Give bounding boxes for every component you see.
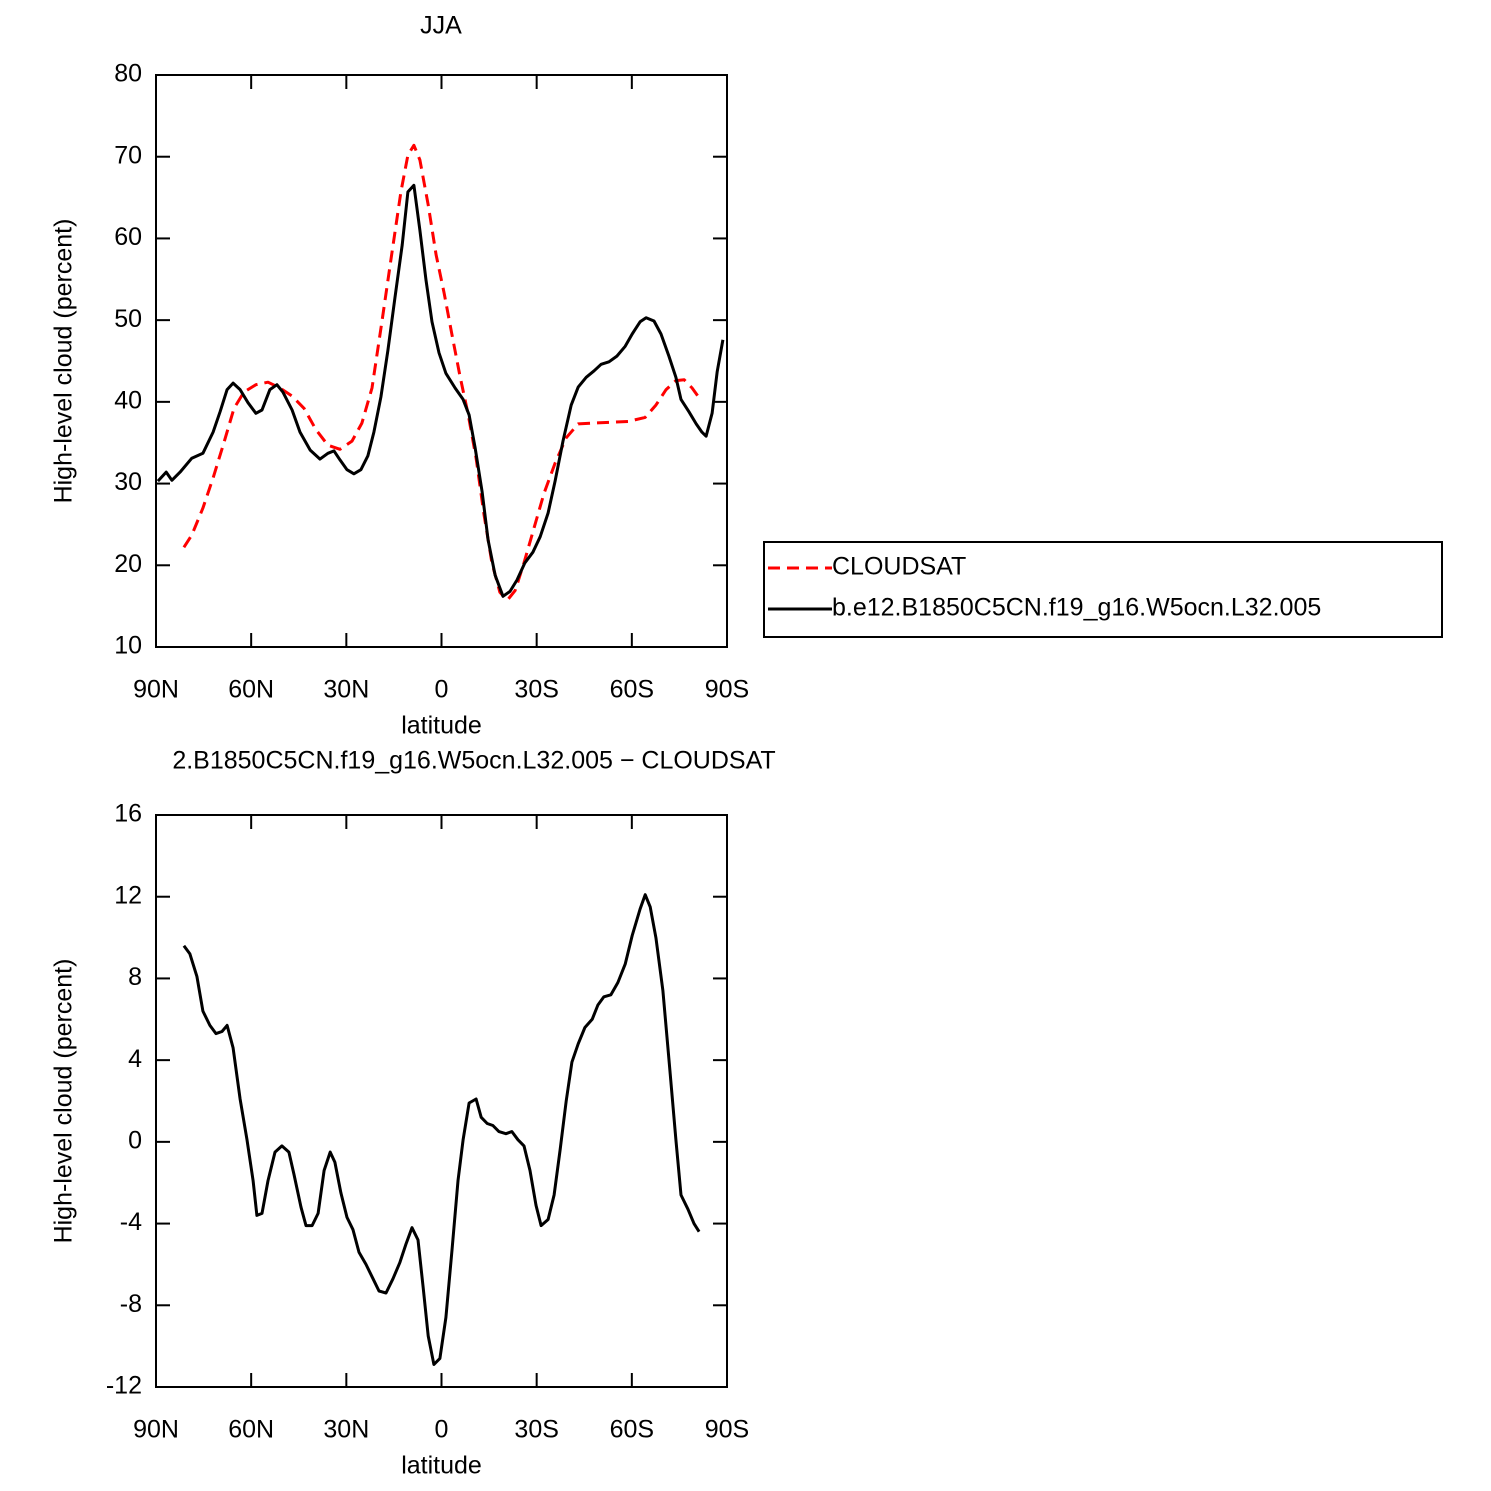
y-tick-label: 10	[114, 632, 142, 660]
y-tick-label: 30	[114, 468, 142, 496]
legend-box	[763, 541, 1443, 638]
data-line	[182, 893, 701, 1366]
x-tick-label: 60N	[228, 676, 274, 704]
x-axis-label: latitude	[401, 712, 482, 740]
x-tick-label: 0	[435, 1416, 449, 1444]
x-tick-label: 30S	[514, 1416, 558, 1444]
data-line	[182, 143, 701, 602]
x-tick-label: 0	[435, 676, 449, 704]
y-tick-label: 50	[114, 305, 142, 333]
y-tick-label: -4	[120, 1208, 142, 1236]
y-tick-label: 4	[128, 1045, 142, 1073]
x-tick-label: 30N	[323, 676, 369, 704]
y-tick-label: 70	[114, 141, 142, 169]
chart-title: JJA	[420, 12, 462, 40]
x-tick-label: 60N	[228, 1416, 274, 1444]
y-tick-label: 12	[114, 881, 142, 909]
x-tick-label: 90S	[705, 676, 749, 704]
y-axis-label: High-level cloud (percent)	[50, 959, 78, 1244]
x-tick-label: 60S	[610, 1416, 654, 1444]
y-axis-label: High-level cloud (percent)	[50, 219, 78, 504]
x-tick-label: 90N	[133, 1416, 179, 1444]
x-tick-label: 60S	[610, 676, 654, 704]
y-tick-label: 80	[114, 60, 142, 88]
y-tick-label: -8	[120, 1290, 142, 1318]
data-line	[156, 183, 725, 598]
y-tick-label: -12	[106, 1372, 142, 1400]
legend-label: CLOUDSAT	[832, 553, 966, 581]
x-axis-label: latitude	[401, 1452, 482, 1480]
y-tick-label: 0	[128, 1126, 142, 1154]
legend-label: b.e12.B1850C5CN.f19_g16.W5ocn.L32.005	[832, 594, 1321, 622]
x-tick-label: 30S	[514, 676, 558, 704]
x-tick-label: 90S	[705, 1416, 749, 1444]
y-tick-label: 40	[114, 386, 142, 414]
chart-title: 2.B1850C5CN.f19_g16.W5ocn.L32.005 − CLOU…	[172, 747, 775, 775]
x-tick-label: 90N	[133, 676, 179, 704]
y-tick-label: 8	[128, 963, 142, 991]
y-tick-label: 60	[114, 223, 142, 251]
y-tick-label: 20	[114, 550, 142, 578]
x-tick-label: 30N	[323, 1416, 369, 1444]
y-tick-label: 16	[114, 800, 142, 828]
